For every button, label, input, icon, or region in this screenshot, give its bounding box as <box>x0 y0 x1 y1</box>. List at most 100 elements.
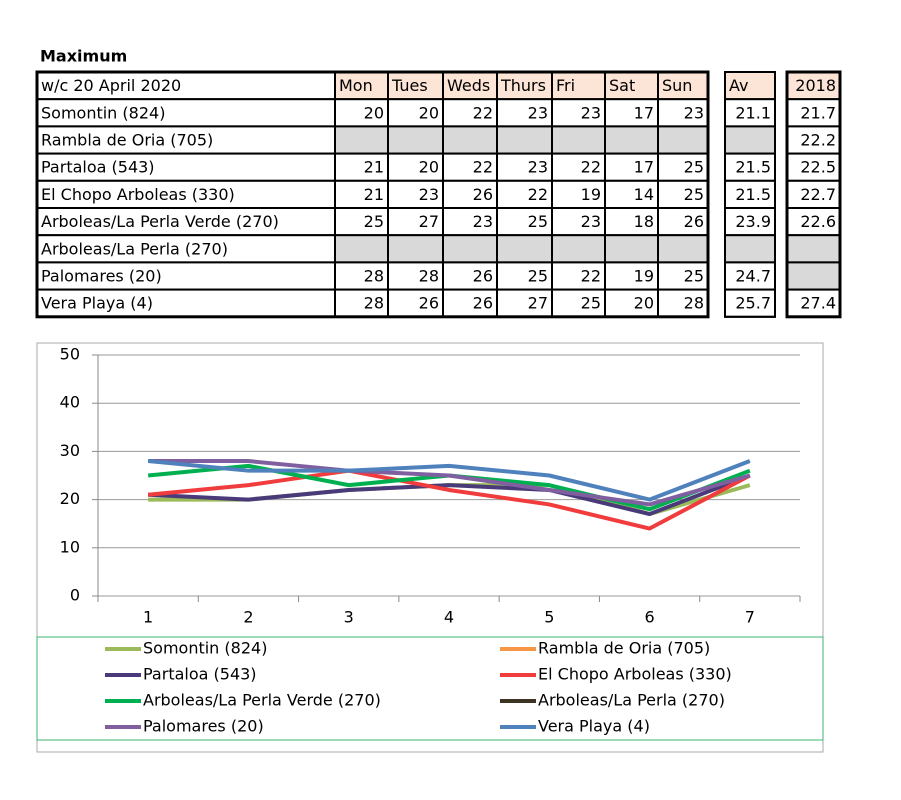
day-value-cell <box>496 125 553 155</box>
day-header-cell <box>657 71 709 101</box>
day-value: 18 <box>634 212 654 231</box>
day-value: 26 <box>473 185 493 204</box>
legend-label: Rambla de Oria (705) <box>538 639 710 658</box>
x-tick-label: 2 <box>243 608 253 627</box>
day-value: 28 <box>684 294 704 313</box>
table-outline <box>35 70 710 319</box>
value-2018: 21.7 <box>800 103 836 122</box>
day-value: 28 <box>364 267 384 286</box>
day-value: 20 <box>634 294 654 313</box>
station-name: El Chopo Arboleas (330) <box>41 185 235 204</box>
day-value-cell <box>387 152 444 182</box>
day-value-cell <box>442 98 498 128</box>
average-cell <box>724 125 776 155</box>
day-value: 26 <box>473 294 493 313</box>
average: 24.7 <box>735 267 771 286</box>
value-2018-cell <box>786 207 841 237</box>
legend-label: Palomares (20) <box>143 717 264 736</box>
day-value-cell <box>657 98 709 128</box>
legend-label: Arboleas/La Perla Verde (270) <box>143 691 381 710</box>
day-value: 14 <box>634 185 654 204</box>
average: 25.7 <box>735 294 771 313</box>
series-line <box>148 473 751 517</box>
station-name: Arboleas/La Perla (270) <box>41 239 228 258</box>
day-value-cell <box>334 207 389 237</box>
legend-label: Arboleas/La Perla (270) <box>538 691 725 710</box>
day-value: 23 <box>528 103 548 122</box>
x-tick-label: 5 <box>544 608 554 627</box>
legend-box <box>36 636 824 741</box>
x-tick-label: 3 <box>344 608 354 627</box>
day-value-cell <box>604 207 659 237</box>
day-value: 23 <box>473 212 493 231</box>
day-value-cell <box>551 207 606 237</box>
day-value: 23 <box>581 103 601 122</box>
day-value: 20 <box>419 103 439 122</box>
day-value: 25 <box>528 267 548 286</box>
day-value: 25 <box>364 212 384 231</box>
day-value-cell <box>442 125 498 155</box>
series-line <box>147 468 751 531</box>
table-title: Maximum <box>40 47 127 66</box>
average: 21.5 <box>735 185 771 204</box>
day-value: 28 <box>419 267 439 286</box>
day-value: 27 <box>419 212 439 231</box>
day-value: 22 <box>581 267 601 286</box>
y-tick-label: 50 <box>60 345 80 364</box>
value-2018: 22.7 <box>800 185 836 204</box>
station-name-cell <box>36 261 336 291</box>
station-name: Somontin (824) <box>41 103 165 122</box>
day-value: 25 <box>684 185 704 204</box>
value-2018-cell <box>786 234 841 264</box>
y-tick-label: 40 <box>60 393 80 412</box>
day-value: 26 <box>684 212 704 231</box>
x-tick-label: 1 <box>143 608 153 627</box>
day-value-cell <box>604 234 659 264</box>
day-header-cell <box>551 71 606 101</box>
day-value: 22 <box>473 158 493 177</box>
day-value: 23 <box>528 158 548 177</box>
day-value-cell <box>496 98 553 128</box>
day-value-cell <box>657 234 709 264</box>
x-tick-label: 7 <box>745 608 755 627</box>
day-value-cell <box>551 125 606 155</box>
day-value-cell <box>334 125 389 155</box>
day-value: 21 <box>364 185 384 204</box>
series-line <box>148 459 751 507</box>
av-header: Av <box>729 76 748 95</box>
y-tick-label: 20 <box>60 489 80 508</box>
value-2018: 22.5 <box>800 158 836 177</box>
average-cell <box>724 234 776 264</box>
day-value-cell <box>551 234 606 264</box>
station-name: Vera Playa (4) <box>41 294 153 313</box>
day-header: Fri <box>556 76 575 95</box>
station-name: Rambla de Oria (705) <box>41 131 213 150</box>
day-value: 23 <box>419 185 439 204</box>
day-value-cell <box>442 207 498 237</box>
value-2018: 22.6 <box>800 212 836 231</box>
average-cell <box>724 261 776 291</box>
day-value-cell <box>496 288 553 318</box>
average: 21.5 <box>735 158 771 177</box>
day-value: 25 <box>528 212 548 231</box>
legend-label: Partaloa (543) <box>143 665 257 684</box>
legend-label: El Chopo Arboleas (330) <box>538 665 732 684</box>
day-value: 21 <box>364 158 384 177</box>
day-value-cell <box>387 125 444 155</box>
day-value: 20 <box>419 158 439 177</box>
day-value: 23 <box>581 212 601 231</box>
series-line <box>147 459 751 502</box>
header-label: w/c 20 April 2020 <box>41 76 181 95</box>
value-2018: 27.4 <box>800 294 836 313</box>
day-value-cell <box>334 179 389 210</box>
day-value: 26 <box>419 294 439 313</box>
day-value: 28 <box>364 294 384 313</box>
day-value-cell <box>334 234 389 264</box>
y-tick-label: 30 <box>60 441 80 460</box>
legend-label: Somontin (824) <box>143 639 267 658</box>
day-header: Sun <box>662 76 692 95</box>
day-value: 25 <box>684 267 704 286</box>
day-value: 27 <box>528 294 548 313</box>
station-name: Palomares (20) <box>41 267 162 286</box>
